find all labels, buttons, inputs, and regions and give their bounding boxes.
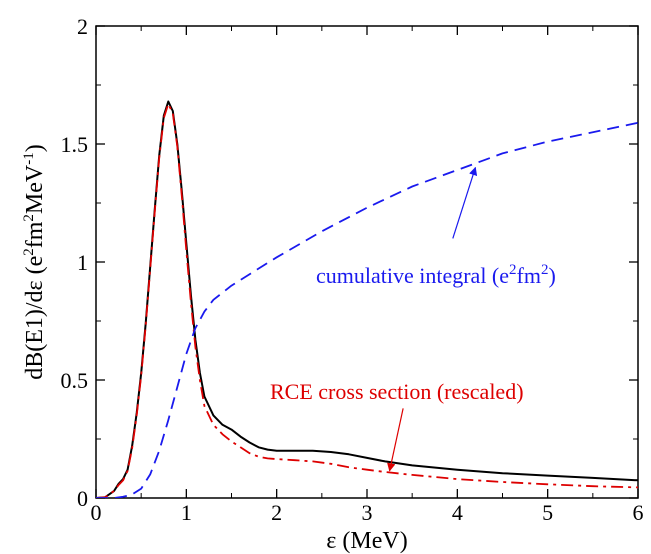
y-tick-label: 2 <box>77 14 88 39</box>
rce-arrow <box>387 408 404 472</box>
x-tick-label: 0 <box>91 500 102 525</box>
series-layer <box>96 100 638 498</box>
x-tick-label: 1 <box>181 500 192 525</box>
series-line-red-dashdot <box>96 103 638 498</box>
x-axis-ticks: 0 1 2 3 4 5 6 <box>91 26 644 525</box>
x-tick-label: 4 <box>452 500 463 525</box>
x-tick-label: 2 <box>271 500 282 525</box>
series-line-blue-dashed <box>96 121 638 498</box>
y-axis-ticks: 0 0.5 1 1.5 2 <box>61 14 638 511</box>
y-axis-label: dB(E1)/dε (e2fm2MeV-1) <box>21 144 48 380</box>
y-tick-label: 1.5 <box>61 132 89 157</box>
x-tick-label: 3 <box>362 500 373 525</box>
x-tick-label: 6 <box>633 500 644 525</box>
series-line-black-solid <box>96 100 638 498</box>
cumulative-arrow <box>452 166 478 239</box>
cumulative-label: cumulative integral (e2fm2) <box>316 262 556 288</box>
plot-frame <box>95 25 639 499</box>
y-tick-label: 0.5 <box>61 368 89 393</box>
x-axis-label: ε (MeV) <box>326 528 407 554</box>
y-tick-label: 1 <box>77 250 88 275</box>
x-tick-label: 5 <box>542 500 553 525</box>
y-tick-label: 0 <box>77 486 88 511</box>
rce-label: RCE cross section (rescaled) <box>270 379 524 404</box>
